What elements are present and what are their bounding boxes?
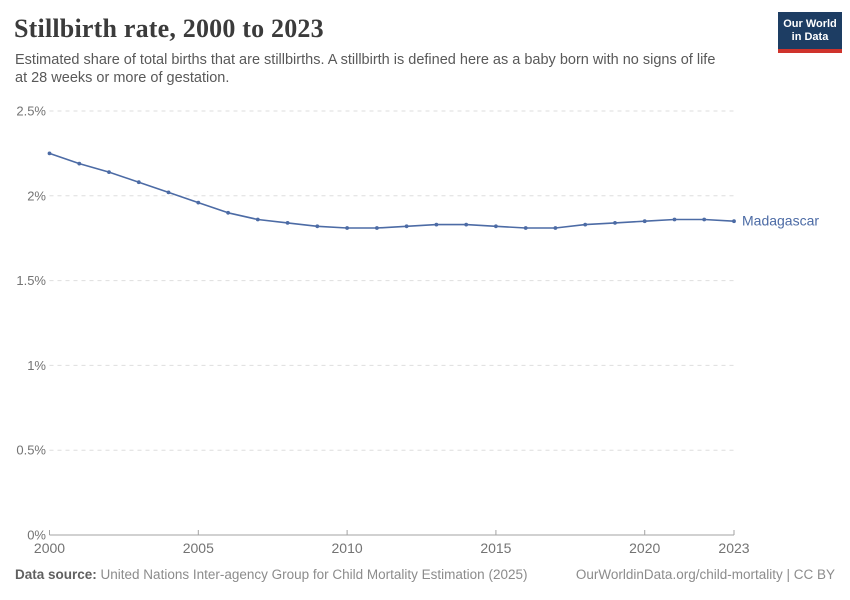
data-point-2010[interactable]	[345, 226, 349, 230]
data-point-2000[interactable]	[47, 151, 52, 156]
x-axis-tick-label: 2015	[480, 540, 511, 556]
data-point-2021[interactable]	[672, 217, 677, 222]
data-point-2008[interactable]	[285, 221, 290, 225]
y-axis-tick-label: 1.5%	[16, 273, 46, 288]
y-axis-tick-label: 2.5%	[16, 104, 46, 119]
data-point-2007[interactable]	[255, 217, 260, 222]
data-point-2018[interactable]	[583, 222, 588, 227]
chart-footer: Data source: United Nations Inter-agency…	[15, 567, 835, 582]
chart-subtitle-line-1: Estimated share of total births that are…	[15, 52, 716, 68]
data-point-2013[interactable]	[434, 222, 439, 227]
x-axis-tick-label: 2020	[629, 540, 660, 556]
data-point-2015[interactable]	[494, 224, 498, 229]
data-source-label: Data source:	[15, 567, 97, 582]
chart-subtitle: Estimated share of total births that are…	[15, 52, 715, 87]
y-axis-tick-label: 2%	[27, 188, 46, 203]
data-point-2020[interactable]	[642, 219, 647, 224]
data-point-2023[interactable]	[732, 219, 736, 224]
data-point-2022[interactable]	[702, 217, 707, 222]
page-title: Stillbirth rate, 2000 to 2023	[14, 14, 324, 43]
owid-logo[interactable]: Our World in Data	[778, 12, 842, 53]
owid-logo-line-2: in Data	[791, 31, 829, 43]
data-point-2017[interactable]	[553, 226, 558, 230]
data-source-text: United Nations Inter-agency Group for Ch…	[96, 567, 528, 582]
footer-link[interactable]: OurWorldinData.org/child-mortality | CC …	[575, 567, 835, 582]
data-point-2016[interactable]	[523, 226, 528, 230]
y-axis-tick-label: 0.5%	[16, 443, 46, 458]
data-point-2006[interactable]	[226, 210, 231, 215]
x-axis-tick-label: 2010	[332, 540, 363, 556]
owid-logo-line-1: Our World	[783, 18, 837, 30]
x-axis-tick-label: 2023	[718, 540, 749, 556]
trend-line	[48, 152, 735, 229]
data-point-2005[interactable]	[196, 200, 201, 205]
data-point-2003[interactable]	[136, 180, 141, 185]
data-point-2009[interactable]	[315, 224, 320, 229]
data-source: Data source: United Nations Inter-agency…	[15, 567, 527, 582]
data-point-2004[interactable]	[166, 190, 171, 195]
y-axis-tick-label: 0%	[27, 528, 46, 543]
data-point-2014[interactable]	[464, 222, 469, 227]
data-point-2001[interactable]	[77, 161, 82, 166]
data-point-2002[interactable]	[107, 170, 111, 175]
y-axis-tick-label: 1%	[27, 358, 46, 373]
x-axis-tick-label: 2000	[34, 540, 65, 556]
data-point-2012[interactable]	[404, 224, 409, 229]
x-axis-tick-label: 2005	[183, 540, 214, 556]
chart-subtitle-line-2: at 28 weeks or more of gestation.	[15, 69, 230, 86]
data-point-2011[interactable]	[375, 226, 379, 230]
data-point-2019[interactable]	[613, 221, 617, 225]
series-label-madagascar[interactable]: Madagascar	[742, 213, 819, 229]
